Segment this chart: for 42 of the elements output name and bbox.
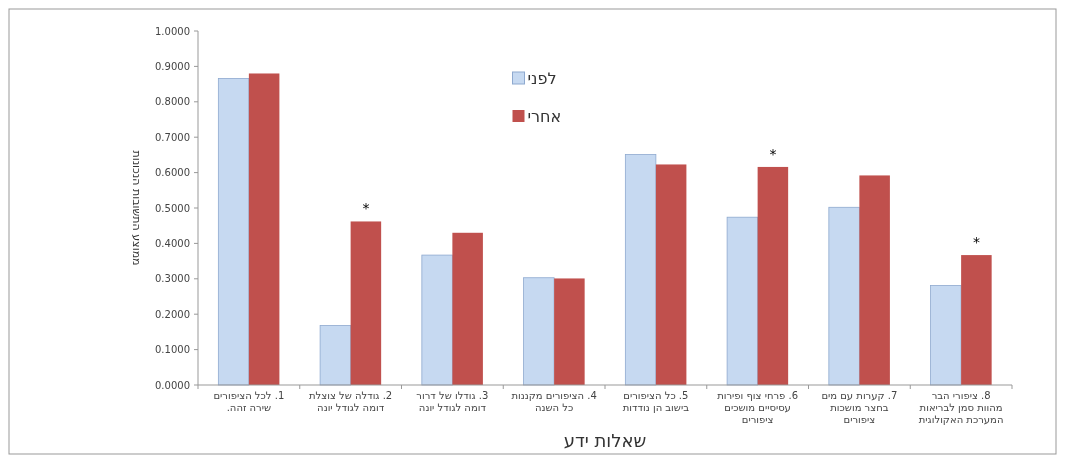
bar	[452, 232, 483, 385]
bar	[726, 216, 759, 386]
y-tick-label: 0.1000	[155, 344, 190, 356]
x-axis-title: שאלות ידע	[563, 430, 647, 451]
legend-label: לפני	[527, 68, 557, 88]
legend-label: אחרי	[527, 106, 562, 126]
bar	[523, 277, 555, 386]
x-tick-label: 1. לכל הציפורים שירה זהה.	[213, 390, 285, 413]
y-tick-label: 0.9000	[155, 60, 190, 72]
y-tick-label: 0.3000	[155, 273, 190, 285]
bar	[554, 278, 585, 385]
x-tick-label: 5. כל הציפורים בישוב הן נודדות	[622, 390, 690, 413]
x-tick-label: 7. קערות עם מים בחצר מושכות ציפורים	[821, 390, 898, 425]
bar	[421, 254, 453, 386]
x-tick-label: 3. גודלו של דרור דומה לגודל יונה	[416, 390, 489, 413]
y-tick-label: 0.5000	[155, 202, 190, 214]
annotation: *	[769, 145, 777, 162]
bar	[319, 325, 352, 386]
y-tick-label: 0.4000	[155, 237, 190, 249]
bar	[859, 175, 890, 385]
y-tick-label: 0.0000	[155, 379, 190, 391]
y-axis-title: ממוצע התשובות הנכונות	[130, 150, 143, 266]
y-tick-label: 0.2000	[155, 308, 190, 320]
y-tick-label: 0.7000	[155, 131, 190, 143]
bar	[930, 285, 962, 386]
x-tick-label: 2. גודלה של צוצלת דומה לגודל יונה	[309, 390, 393, 413]
bar	[248, 73, 280, 385]
y-tick-label: 0.8000	[155, 96, 190, 108]
bar	[624, 154, 657, 386]
bar	[828, 206, 860, 386]
y-tick-label: 1.0000	[155, 25, 190, 37]
bar	[655, 164, 687, 385]
annotation: *	[972, 234, 980, 251]
y-tick-label: 0.6000	[155, 167, 190, 179]
x-tick-label: 6. פרחי צוף ופירות עסיסיים מושכים ציפורים	[717, 390, 799, 425]
bar	[757, 166, 789, 385]
bar	[350, 221, 382, 385]
x-tick-label: 8. ציפורי הבר מהוות סמן לבריאות המערכת האקולוגית	[918, 390, 1004, 425]
bar	[217, 78, 250, 386]
bar	[961, 255, 992, 385]
x-tick-label: 4. הציפורים מקננות כל השנה	[511, 390, 597, 413]
annotation: *	[362, 200, 370, 217]
